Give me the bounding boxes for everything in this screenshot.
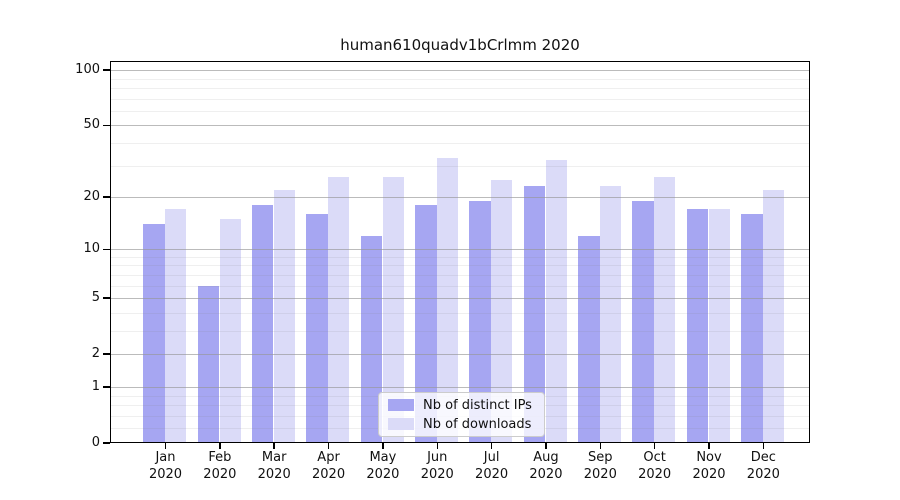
bar-ips-sep bbox=[578, 235, 600, 443]
bar-downloads-apr bbox=[328, 176, 350, 443]
x-axis-tick bbox=[599, 442, 602, 449]
y-axis-tick-label: 100 bbox=[75, 62, 100, 78]
y-axis-tick-label: 10 bbox=[83, 241, 100, 257]
y-axis-tick bbox=[103, 69, 110, 71]
x-axis-tick bbox=[436, 442, 438, 449]
downloads-swatch-icon bbox=[388, 418, 414, 430]
x-axis-tick-label: Apr 2020 bbox=[312, 450, 346, 482]
bar-ips-dec bbox=[741, 214, 763, 443]
bar-downloads-nov bbox=[708, 209, 730, 443]
legend-item-ips: Nb of distinct IPs bbox=[388, 398, 544, 413]
x-axis-tick bbox=[653, 442, 656, 449]
bars-layer bbox=[110, 61, 810, 443]
y-axis-tick bbox=[103, 196, 110, 198]
y-axis-tick-label: 0 bbox=[91, 435, 100, 450]
x-axis-tick bbox=[708, 442, 710, 449]
x-axis-tick-label: Feb 2020 bbox=[203, 450, 237, 482]
x-axis-tick-label: Sep 2020 bbox=[583, 450, 617, 482]
y-axis-tick-label: 2 bbox=[91, 346, 100, 362]
bar-ips-jan bbox=[143, 224, 165, 443]
x-axis-tick-label: Oct 2020 bbox=[638, 450, 672, 482]
x-axis-tick-label: Jan 2020 bbox=[148, 450, 183, 482]
legend-item-downloads: Nb of downloads bbox=[388, 417, 544, 432]
bar-ips-jun bbox=[414, 205, 437, 443]
x-axis-tick bbox=[273, 442, 275, 449]
x-axis-tick-label: Dec 2020 bbox=[746, 450, 780, 482]
x-axis-tick-label: Nov 2020 bbox=[692, 450, 726, 482]
bar-ips-nov bbox=[686, 209, 709, 443]
x-axis-tick-label: Jul 2020 bbox=[475, 450, 509, 482]
x-axis-tick bbox=[545, 442, 547, 449]
x-axis-tick-label: Jun 2020 bbox=[420, 450, 454, 482]
bar-downloads-dec bbox=[763, 189, 785, 443]
bar-ips-may bbox=[360, 235, 383, 443]
legend: Nb of distinct IPs Nb of downloads bbox=[378, 392, 545, 437]
y-axis-tick-label: 1 bbox=[91, 378, 100, 394]
x-axis-tick bbox=[164, 442, 167, 449]
bar-downloads-jan bbox=[165, 209, 187, 443]
x-axis-tick bbox=[762, 442, 765, 449]
y-axis-tick-label: 20 bbox=[83, 189, 100, 204]
y-axis-tick bbox=[103, 297, 110, 299]
x-axis-tick-label: May 2020 bbox=[366, 450, 400, 482]
y-axis-tick bbox=[103, 353, 110, 355]
bar-downloads-feb bbox=[219, 218, 241, 443]
legend-label-ips: Nb of distinct IPs bbox=[423, 397, 532, 413]
bar-ips-feb bbox=[197, 285, 220, 443]
x-axis-tick-label: Aug 2020 bbox=[529, 450, 563, 482]
x-axis-tick bbox=[327, 442, 330, 449]
bar-downloads-aug bbox=[545, 160, 567, 443]
ips-swatch-icon bbox=[388, 399, 414, 411]
y-axis-tick bbox=[103, 124, 110, 127]
bar-ips-aug bbox=[523, 186, 546, 443]
bar-downloads-jun bbox=[437, 158, 459, 443]
bar-downloads-oct bbox=[654, 176, 676, 443]
y-axis-tick-label: 50 bbox=[83, 117, 100, 133]
legend-label-downloads: Nb of downloads bbox=[423, 416, 532, 432]
chart-title: human610quadv1bCrlmm 2020 bbox=[340, 36, 580, 54]
x-axis-tick bbox=[490, 442, 493, 449]
y-axis-tick bbox=[103, 248, 110, 250]
bar-downloads-may bbox=[382, 176, 404, 443]
y-axis-tick-label: 5 bbox=[91, 290, 100, 306]
bar-ips-oct bbox=[632, 200, 654, 443]
bar-downloads-jul bbox=[491, 179, 513, 443]
y-axis-tick bbox=[103, 386, 110, 388]
x-axis-tick-label: Mar 2020 bbox=[257, 450, 291, 482]
bar-ips-apr bbox=[306, 214, 328, 443]
bar-downloads-sep bbox=[600, 186, 622, 443]
x-axis-tick bbox=[382, 442, 384, 449]
bar-downloads-mar bbox=[274, 189, 295, 443]
x-axis-tick bbox=[219, 442, 221, 449]
y-axis-tick bbox=[103, 442, 110, 444]
bar-ips-jul bbox=[469, 200, 491, 443]
bar-ips-mar bbox=[251, 205, 274, 443]
